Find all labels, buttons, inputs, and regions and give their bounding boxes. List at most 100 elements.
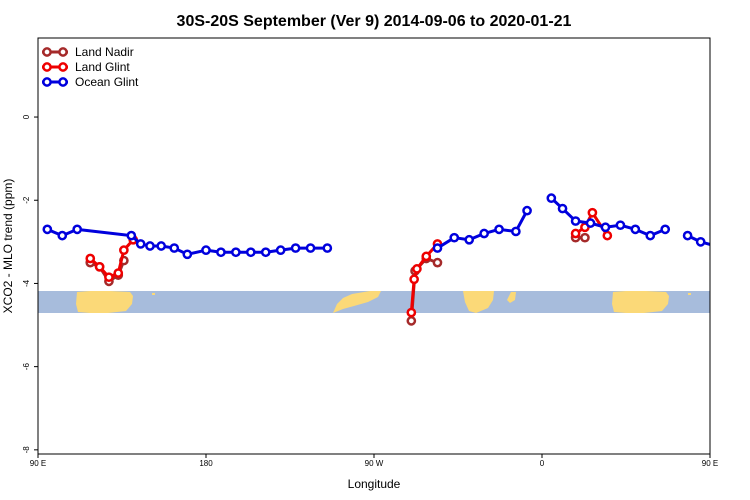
data-point-ocean-glint	[449, 232, 460, 243]
data-point-ocean-glint	[682, 230, 693, 241]
data-point-land-glint	[721, 255, 728, 262]
legend-label: Land Nadir	[75, 45, 134, 59]
legend-swatch-marker	[58, 62, 68, 72]
series-ocean-glint	[42, 193, 734, 260]
data-point-ocean-glint	[585, 218, 596, 228]
data-point-ocean-glint	[645, 230, 656, 241]
legend-swatch-marker	[58, 77, 68, 87]
data-point-land-nadir	[740, 278, 747, 285]
data-point-land-glint	[85, 253, 96, 264]
data-point-ocean-glint	[169, 243, 180, 253]
x-axis-label: Longitude	[348, 477, 401, 491]
chart-title: 30S-20S September (Ver 9) 2014-09-06 to …	[177, 13, 572, 30]
x-tick-label: 0	[540, 459, 545, 468]
data-point-land-nadir	[731, 265, 738, 272]
data-point-ocean-glint	[432, 243, 443, 253]
data-point-ocean-glint	[712, 242, 719, 249]
legend-item-land-glint: Land Glint	[42, 60, 130, 74]
data-point-ocean-glint	[260, 247, 271, 258]
x-axis: 90 E 180 90 W 0 90 E	[30, 454, 718, 468]
y-tick-label: -4	[22, 279, 31, 287]
y-tick-label: -8	[22, 446, 31, 454]
south-america-landmass	[333, 291, 381, 313]
data-point-land-nadir	[406, 316, 417, 326]
data-point-land-glint	[731, 263, 738, 270]
series-layer	[42, 193, 750, 326]
series-line-ocean-glint	[686, 234, 710, 246]
data-point-land-glint	[602, 230, 613, 241]
data-point-ocean-glint	[231, 247, 241, 258]
data-point-ocean-glint	[156, 241, 167, 251]
legend-swatch-marker	[42, 47, 52, 57]
data-point-land-glint	[412, 264, 422, 274]
legend-swatch-marker	[58, 47, 68, 57]
data-point-ocean-glint	[727, 242, 734, 249]
data-point-ocean-glint	[494, 224, 504, 235]
ocean-band	[38, 291, 710, 313]
data-point-ocean-glint	[290, 243, 301, 253]
islands-mark-repeat	[688, 293, 691, 295]
data-point-land-glint	[113, 268, 124, 278]
data-point-ocean-glint	[135, 239, 146, 249]
data-point-land-glint	[570, 228, 581, 239]
series-line-land-nadir	[725, 261, 750, 282]
data-point-ocean-glint	[145, 241, 155, 251]
x-tick-label: 90 E	[702, 459, 718, 468]
map-band	[38, 291, 710, 313]
islands-mark	[152, 293, 155, 295]
data-point-ocean-glint	[182, 249, 193, 260]
y-axis: 0 -2 -4 -6 -8	[22, 114, 38, 453]
madagascar-landmass	[507, 292, 516, 303]
data-point-ocean-glint	[630, 224, 641, 235]
africa-landmass	[463, 291, 494, 313]
data-point-land-nadir	[432, 257, 443, 268]
australia-repeat-landmass	[612, 291, 669, 313]
legend-label: Land Glint	[75, 60, 130, 74]
data-point-ocean-glint	[600, 222, 611, 233]
data-point-land-nadir	[580, 232, 590, 243]
data-point-ocean-glint	[695, 236, 706, 247]
x-tick-label: 90 E	[30, 459, 46, 468]
data-point-land-glint	[409, 274, 419, 285]
legend-swatch-marker	[42, 77, 52, 87]
data-point-land-glint	[740, 274, 747, 281]
data-point-ocean-glint	[72, 224, 83, 235]
data-point-ocean-glint	[522, 205, 532, 216]
data-point-ocean-glint	[546, 193, 557, 204]
x-tick-label: 90 W	[365, 459, 384, 468]
data-point-ocean-glint	[126, 230, 137, 241]
data-point-ocean-glint	[57, 230, 68, 241]
series-line-land-glint	[725, 240, 750, 277]
data-point-ocean-glint	[42, 224, 53, 235]
y-tick-label: -2	[22, 196, 31, 204]
data-point-land-glint	[94, 261, 105, 272]
y-tick-label: 0	[22, 114, 31, 119]
y-tick-label: -6	[22, 363, 31, 371]
legend-item-land-nadir: Land Nadir	[42, 45, 134, 59]
data-point-ocean-glint	[245, 247, 256, 258]
data-point-land-glint	[587, 207, 598, 218]
data-point-ocean-glint	[216, 247, 226, 258]
data-point-land-glint	[119, 245, 129, 256]
legend-item-ocean-glint: Ocean Glint	[42, 75, 139, 89]
data-point-ocean-glint	[322, 243, 333, 253]
data-point-land-glint	[406, 307, 417, 318]
legend-label: Ocean Glint	[75, 75, 139, 89]
australia-landmass	[76, 291, 133, 313]
data-point-land-glint	[104, 272, 114, 283]
data-point-ocean-glint	[464, 234, 475, 245]
data-point-ocean-glint	[511, 226, 521, 237]
data-point-ocean-glint	[570, 216, 581, 226]
data-point-ocean-glint	[557, 203, 568, 214]
data-point-ocean-glint	[479, 228, 489, 239]
data-point-ocean-glint	[660, 224, 671, 235]
legend-swatch-marker	[42, 62, 52, 72]
data-point-land-glint	[421, 251, 432, 262]
data-point-land-nadir	[721, 259, 728, 266]
y-axis-label: XCO2 - MLO trend (ppm)	[1, 179, 15, 314]
x-tick-label: 180	[199, 459, 213, 468]
data-point-ocean-glint	[305, 243, 316, 253]
data-point-ocean-glint	[275, 245, 286, 256]
